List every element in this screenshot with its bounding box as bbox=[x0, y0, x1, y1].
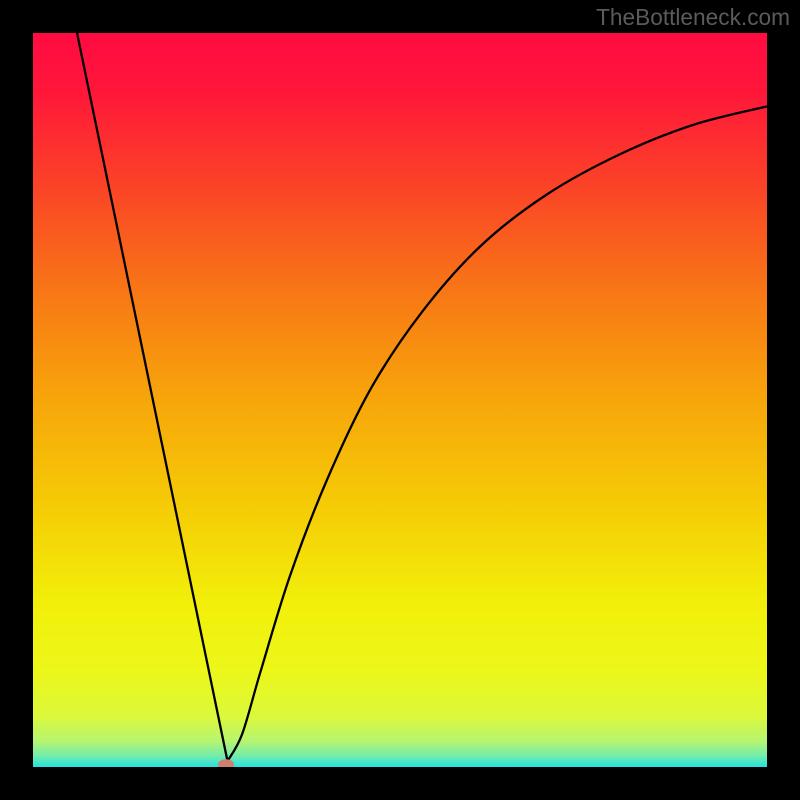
chart-canvas: TheBottleneck.com bbox=[0, 0, 800, 800]
plot-area bbox=[33, 33, 767, 767]
curve-layer bbox=[33, 33, 767, 767]
bottleneck-curve bbox=[77, 33, 767, 761]
watermark-text: TheBottleneck.com bbox=[596, 4, 790, 31]
vertex-marker bbox=[218, 759, 234, 767]
